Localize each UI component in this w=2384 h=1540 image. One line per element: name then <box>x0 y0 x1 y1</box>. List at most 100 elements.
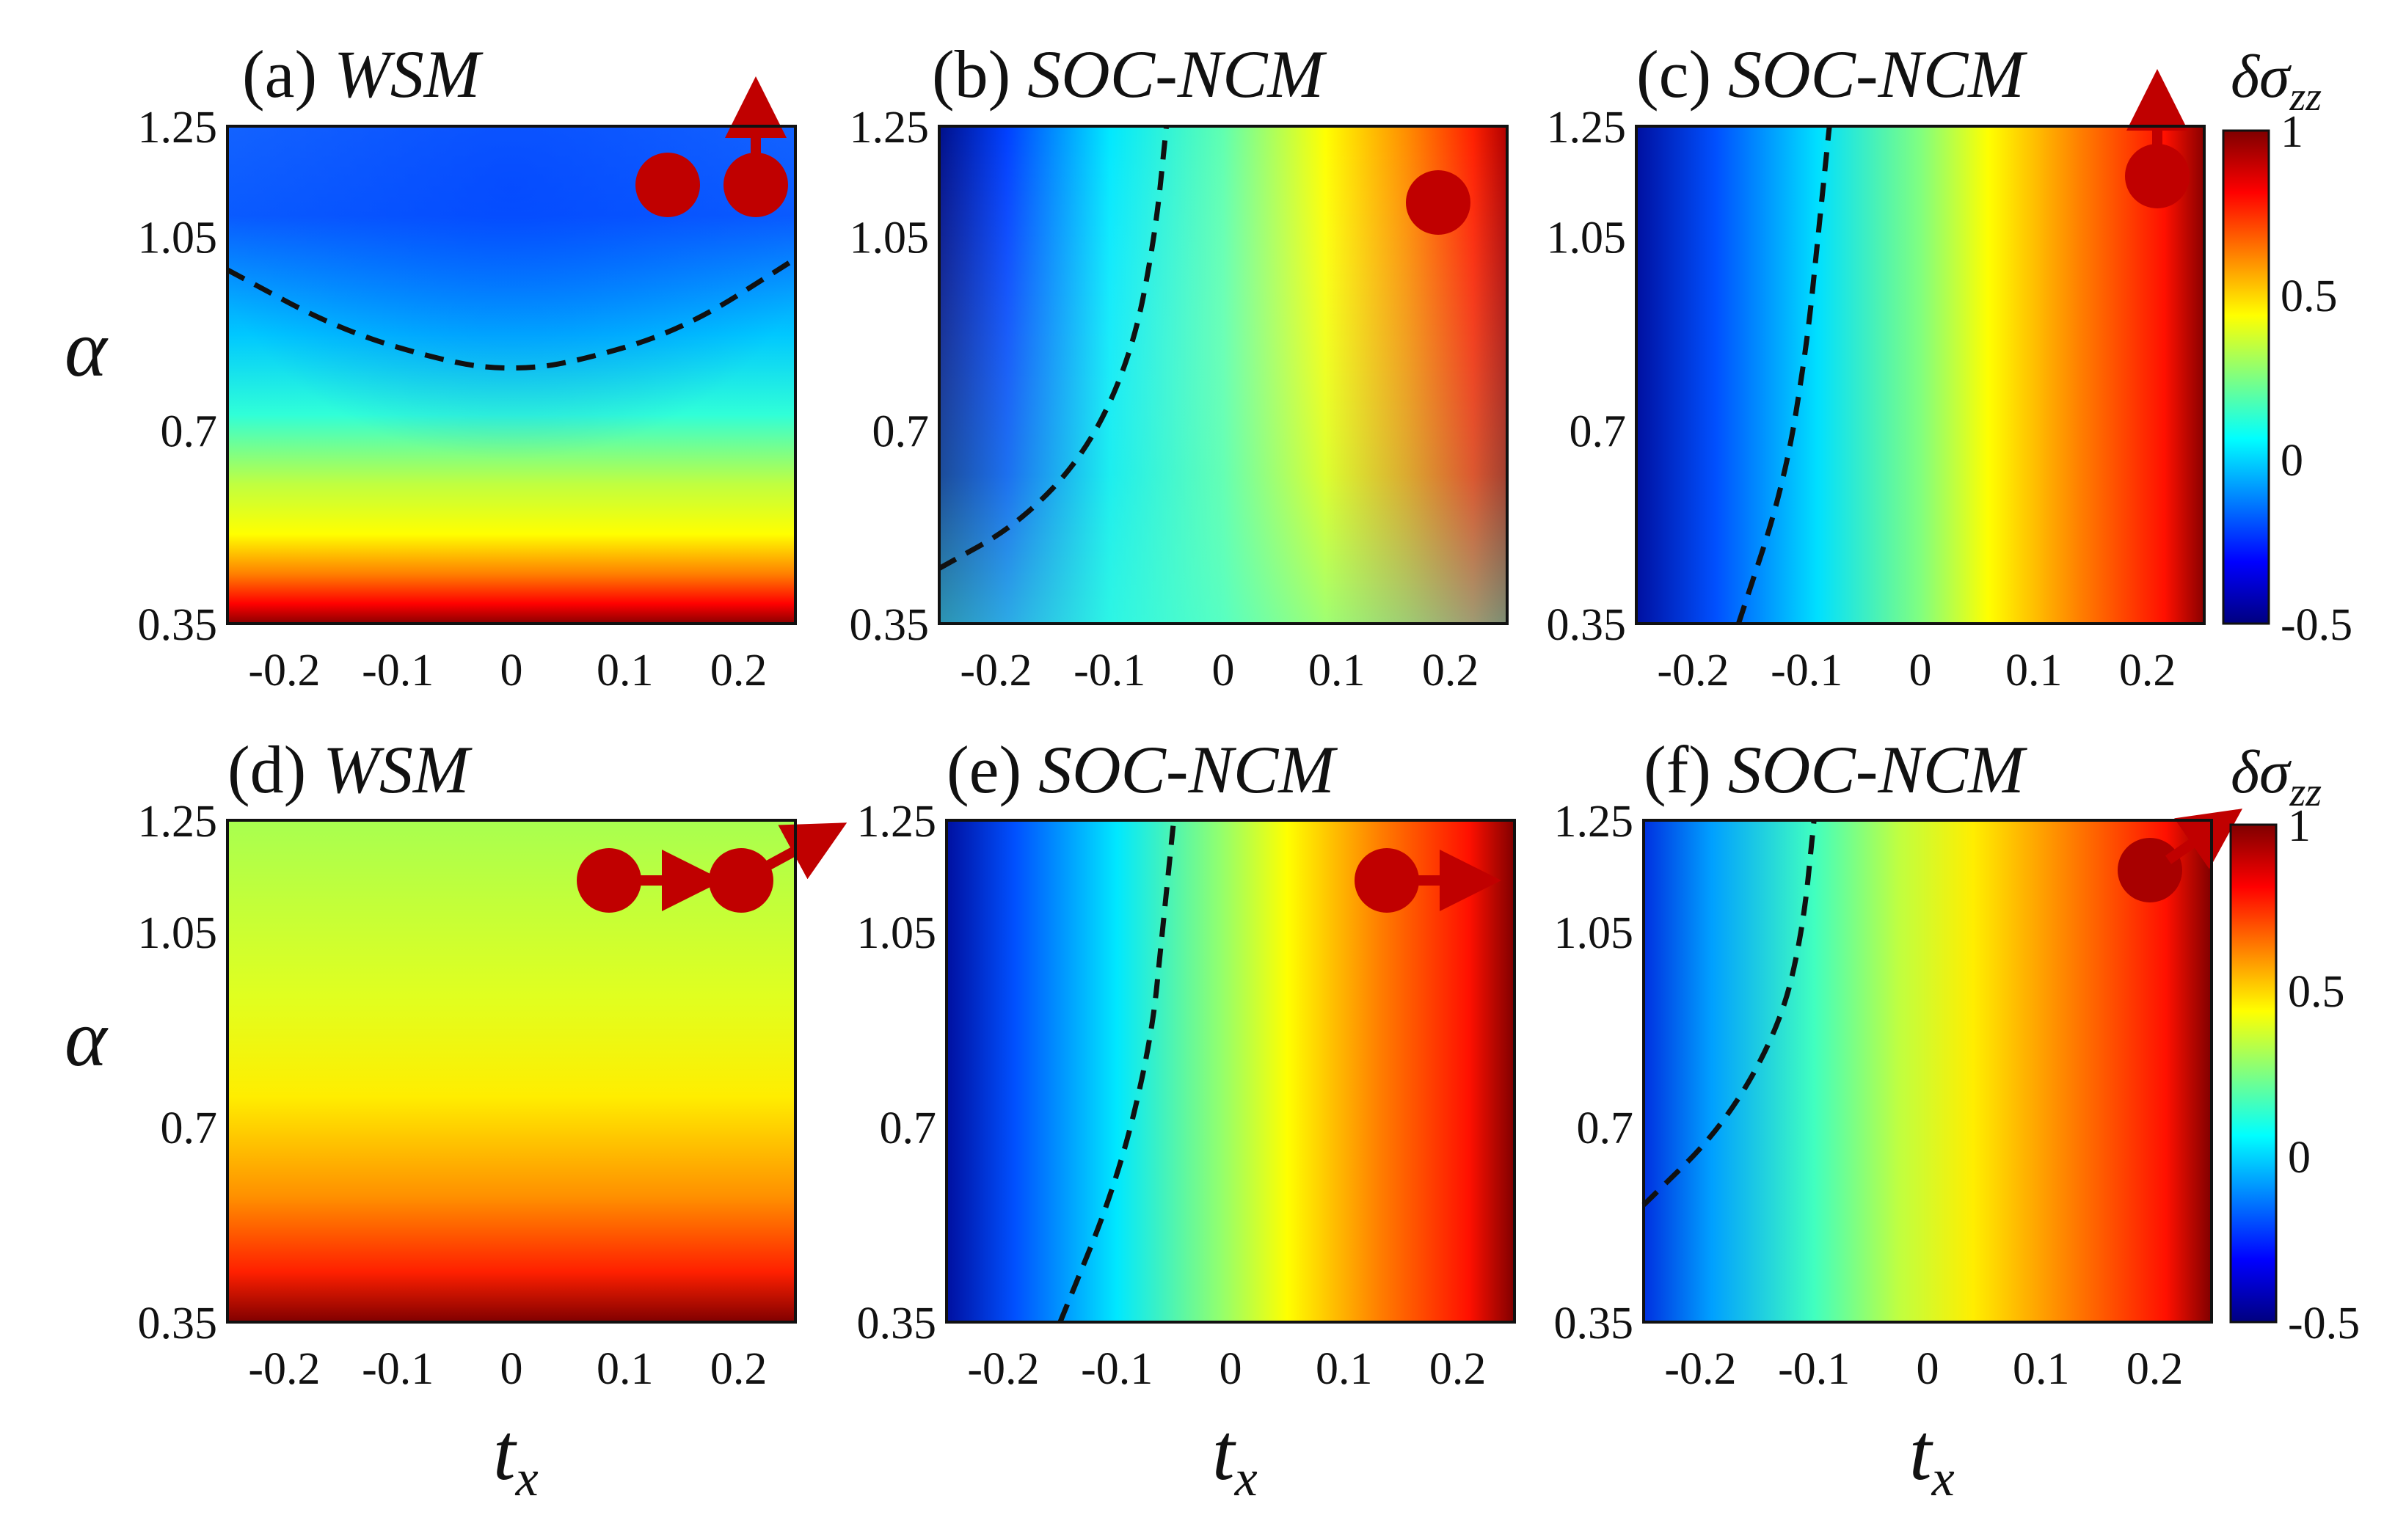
x-tick-label: 0.1 <box>1316 1344 1373 1394</box>
panel-a-contour <box>226 256 797 371</box>
panel-d-label: (d) WSM <box>227 732 473 807</box>
colorbar-bottom-title: δσzz <box>2231 738 2322 815</box>
colorbar-tick-label: 0.5 <box>2281 271 2338 321</box>
panel-e-label: (e) SOC-NCM <box>947 732 1338 807</box>
colorbar-tick-label: 0.5 <box>2288 967 2345 1017</box>
x-tick-label: 0 <box>1917 1344 1939 1394</box>
panel-e-contour <box>1057 820 1177 1324</box>
x-tick-label: 0.1 <box>597 646 654 696</box>
y-tick-label: 0.35 <box>850 600 930 650</box>
panel-a-label: (a) WSM <box>242 37 484 112</box>
y-tick-label: 1.25 <box>1547 103 1627 153</box>
x-tick-label: 0 <box>1909 646 1932 696</box>
y-tick-label: 0.7 <box>161 406 218 456</box>
panel-c-inset <box>2125 69 2190 208</box>
colorbar-tick-label: 0 <box>2288 1133 2311 1183</box>
sphere-icon <box>723 153 788 217</box>
sphere-icon <box>1406 170 1470 235</box>
y-tick-label: 0.35 <box>138 600 218 650</box>
panel-e: (e) SOC-NCM <box>945 732 1516 1324</box>
x-tick-label: -0.1 <box>1081 1344 1153 1394</box>
x-axis-label-d: tx <box>493 1407 539 1507</box>
y-tick-label: 1.25 <box>850 103 930 153</box>
x-tick-label: 0.1 <box>1308 646 1366 696</box>
panel-f-inset <box>2118 809 2243 902</box>
x-tick-label: 0 <box>500 646 523 696</box>
y-tick-label: 0.7 <box>880 1103 937 1153</box>
y-tick-label: 1.25 <box>138 103 218 153</box>
panel-a-frame <box>226 125 797 625</box>
y-tick-label: 0.7 <box>1577 1103 1634 1153</box>
y-tick-label: 0.7 <box>872 406 930 456</box>
x-tick-label: -0.2 <box>960 646 1032 696</box>
y-tick-label: 1.05 <box>857 908 937 958</box>
panel-c-label: (c) SOC-NCM <box>1636 37 2027 112</box>
x-tick-label: 0 <box>500 1344 523 1394</box>
panel-a-heatmap-shade <box>227 126 795 624</box>
colorbar-tick-labels: 1 0.5 0 -0.5 1 0.5 0 -0.5 <box>2281 107 2360 1349</box>
y-tick-label: 0.35 <box>138 1299 218 1349</box>
colorbar-tick-label: -0.5 <box>2281 600 2352 650</box>
x-tick-label: -0.1 <box>362 646 434 696</box>
x-axis-label-f: tx <box>1909 1407 1955 1507</box>
panel-c: (c) SOC-NCM <box>1635 37 2206 625</box>
sphere-icon <box>577 848 641 913</box>
x-tick-label: 0.1 <box>2005 646 2063 696</box>
x-tick-label: 0 <box>1212 646 1235 696</box>
tick-labels: -0.2 -0.1 0 0.1 0.2 0.35 0.7 1.05 1.25 -0.2 -0.1 0 0… <box>138 103 2184 1394</box>
sphere-icon <box>2125 144 2190 208</box>
arrow-diagonal-icon <box>757 822 847 880</box>
x-tick-label: -0.2 <box>248 1344 320 1394</box>
x-tick-label: -0.1 <box>1778 1344 1850 1394</box>
y-tick-label: 0.7 <box>161 1103 218 1153</box>
arrow-diagonal-icon <box>2165 809 2243 869</box>
panel-c-frame <box>1635 125 2206 625</box>
x-tick-label: 0.2 <box>710 1344 768 1394</box>
x-tick-label: 0 <box>1220 1344 1242 1394</box>
x-tick-label: 0.2 <box>1429 1344 1487 1394</box>
colorbar-tick-label: -0.5 <box>2288 1299 2360 1349</box>
panel-f-heatmap <box>1644 820 2212 1322</box>
y-tick-label: 1.05 <box>138 908 218 958</box>
x-tick-label: -0.2 <box>1657 646 1729 696</box>
y-tick-label: 1.05 <box>850 214 930 263</box>
colorbar-bottom: δσzz <box>2229 738 2322 1324</box>
panel-f: (f) SOC-NCM <box>1641 732 2243 1324</box>
x-tick-label: -0.2 <box>967 1344 1039 1394</box>
x-tick-label: -0.1 <box>1771 646 1842 696</box>
panel-e-heatmap <box>947 820 1514 1322</box>
x-axis-label-e: tx <box>1212 1407 1258 1507</box>
colorbar-top: δσzz <box>2222 43 2322 625</box>
panel-b: (b) SOC-NCM <box>932 37 1509 625</box>
y-tick-label: 1.05 <box>1547 214 1627 263</box>
y-tick-label: 0.7 <box>1570 406 1627 456</box>
x-tick-label: -0.2 <box>248 646 320 696</box>
x-tick-label: 0.1 <box>597 1344 654 1394</box>
panel-c-heatmap <box>1636 126 2204 624</box>
sphere-icon <box>635 153 700 217</box>
y-tick-label: 1.05 <box>138 214 218 263</box>
panel-c-contour <box>1735 125 1832 625</box>
panel-e-frame <box>945 819 1516 1324</box>
x-tick-label: 0.2 <box>2126 1344 2184 1394</box>
x-tick-label: -0.2 <box>1664 1344 1736 1394</box>
panel-d-inset <box>577 822 847 913</box>
x-tick-label: -0.1 <box>1073 646 1145 696</box>
panel-f-label: (f) SOC-NCM <box>1644 732 2027 807</box>
colorbar-top-title: δσzz <box>2231 43 2322 120</box>
colorbar-bottom-gradient <box>2229 823 2278 1324</box>
x-tick-label: 0.2 <box>2119 646 2176 696</box>
y-axis-label-top: α <box>65 304 109 393</box>
sphere-icon <box>1355 848 1419 913</box>
x-tick-label: 0.1 <box>2013 1344 2070 1394</box>
panel-f-contour <box>1641 820 1817 1207</box>
panel-b-frame <box>938 125 1509 625</box>
panel-d-heatmap <box>227 820 795 1322</box>
sphere-icon <box>709 848 773 913</box>
y-tick-label: 0.35 <box>1547 600 1627 650</box>
y-tick-label: 1.25 <box>138 797 218 847</box>
colorbar-tick-label: 1 <box>2288 801 2311 851</box>
y-tick-label: 1.05 <box>1554 908 1634 958</box>
panel-d: (d) WSM <box>226 732 847 1324</box>
